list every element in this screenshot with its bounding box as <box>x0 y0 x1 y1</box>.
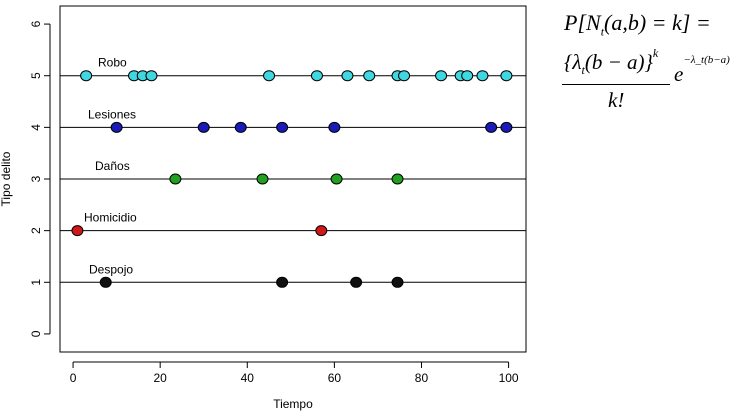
data-point <box>310 70 323 82</box>
data-point <box>391 173 404 185</box>
data-point <box>500 70 513 82</box>
data-point <box>350 276 363 288</box>
data-point <box>234 121 247 133</box>
x-axis-title: Tiempo <box>273 397 313 411</box>
x-tick-label: 60 <box>328 371 342 385</box>
y-tick-label: 3 <box>29 175 43 182</box>
data-point <box>435 70 448 82</box>
data-point <box>461 70 474 82</box>
series-lines <box>60 75 526 283</box>
fraction-bar <box>562 84 670 85</box>
series-label: Robo <box>98 56 127 70</box>
data-point <box>80 70 93 82</box>
data-point <box>256 173 269 185</box>
data-points <box>71 70 513 288</box>
data-point <box>485 121 498 133</box>
data-point <box>276 121 289 133</box>
series-label: Daños <box>95 159 130 173</box>
data-point <box>476 70 489 82</box>
data-point <box>110 121 123 133</box>
x-tick-label: 100 <box>499 371 519 385</box>
data-point <box>169 173 182 185</box>
x-tick-label: 20 <box>153 371 167 385</box>
data-point <box>341 70 354 82</box>
data-point <box>330 173 343 185</box>
x-axis: 0 20 40 60 80 100 <box>70 361 519 385</box>
data-point <box>500 121 513 133</box>
y-tick-label: 0 <box>29 330 43 337</box>
data-point <box>263 70 276 82</box>
series-label: Despojo <box>89 262 133 276</box>
data-point <box>398 70 411 82</box>
series-label: Lesiones <box>88 107 136 121</box>
y-tick-label: 4 <box>29 124 43 131</box>
data-point <box>197 121 210 133</box>
y-axis-title: Tipo delito <box>0 151 13 206</box>
series-labels: Robo Lesiones Daños Homicidio Despojo <box>84 56 137 277</box>
data-point <box>391 276 404 288</box>
formula-numerator: {λt(b − a)}k <box>564 46 659 78</box>
y-tick-label: 6 <box>29 20 43 27</box>
x-tick-label: 0 <box>70 371 77 385</box>
data-point <box>71 225 84 237</box>
data-point <box>276 276 289 288</box>
x-tick-label: 40 <box>241 371 255 385</box>
formula-denominator: k! <box>608 88 625 112</box>
data-point <box>328 121 341 133</box>
formula-line1: P[Nt(a,b) = k] = <box>564 10 711 39</box>
data-point <box>363 70 376 82</box>
series-label: Homicidio <box>84 211 137 225</box>
formula-exponential: e−λ_t(b−a) <box>674 54 730 86</box>
y-tick-label: 5 <box>29 72 43 79</box>
x-tick-label: 80 <box>415 371 429 385</box>
y-tick-label: 1 <box>29 279 43 286</box>
data-point <box>145 70 158 82</box>
data-point <box>315 225 328 237</box>
poisson-formula: P[Nt(a,b) = k] = {λt(b − a)}k k! e−λ_t(b… <box>548 6 748 116</box>
data-point <box>99 276 112 288</box>
y-tick-label: 2 <box>29 227 43 234</box>
y-axis: 0 1 2 3 4 5 6 <box>29 20 51 337</box>
